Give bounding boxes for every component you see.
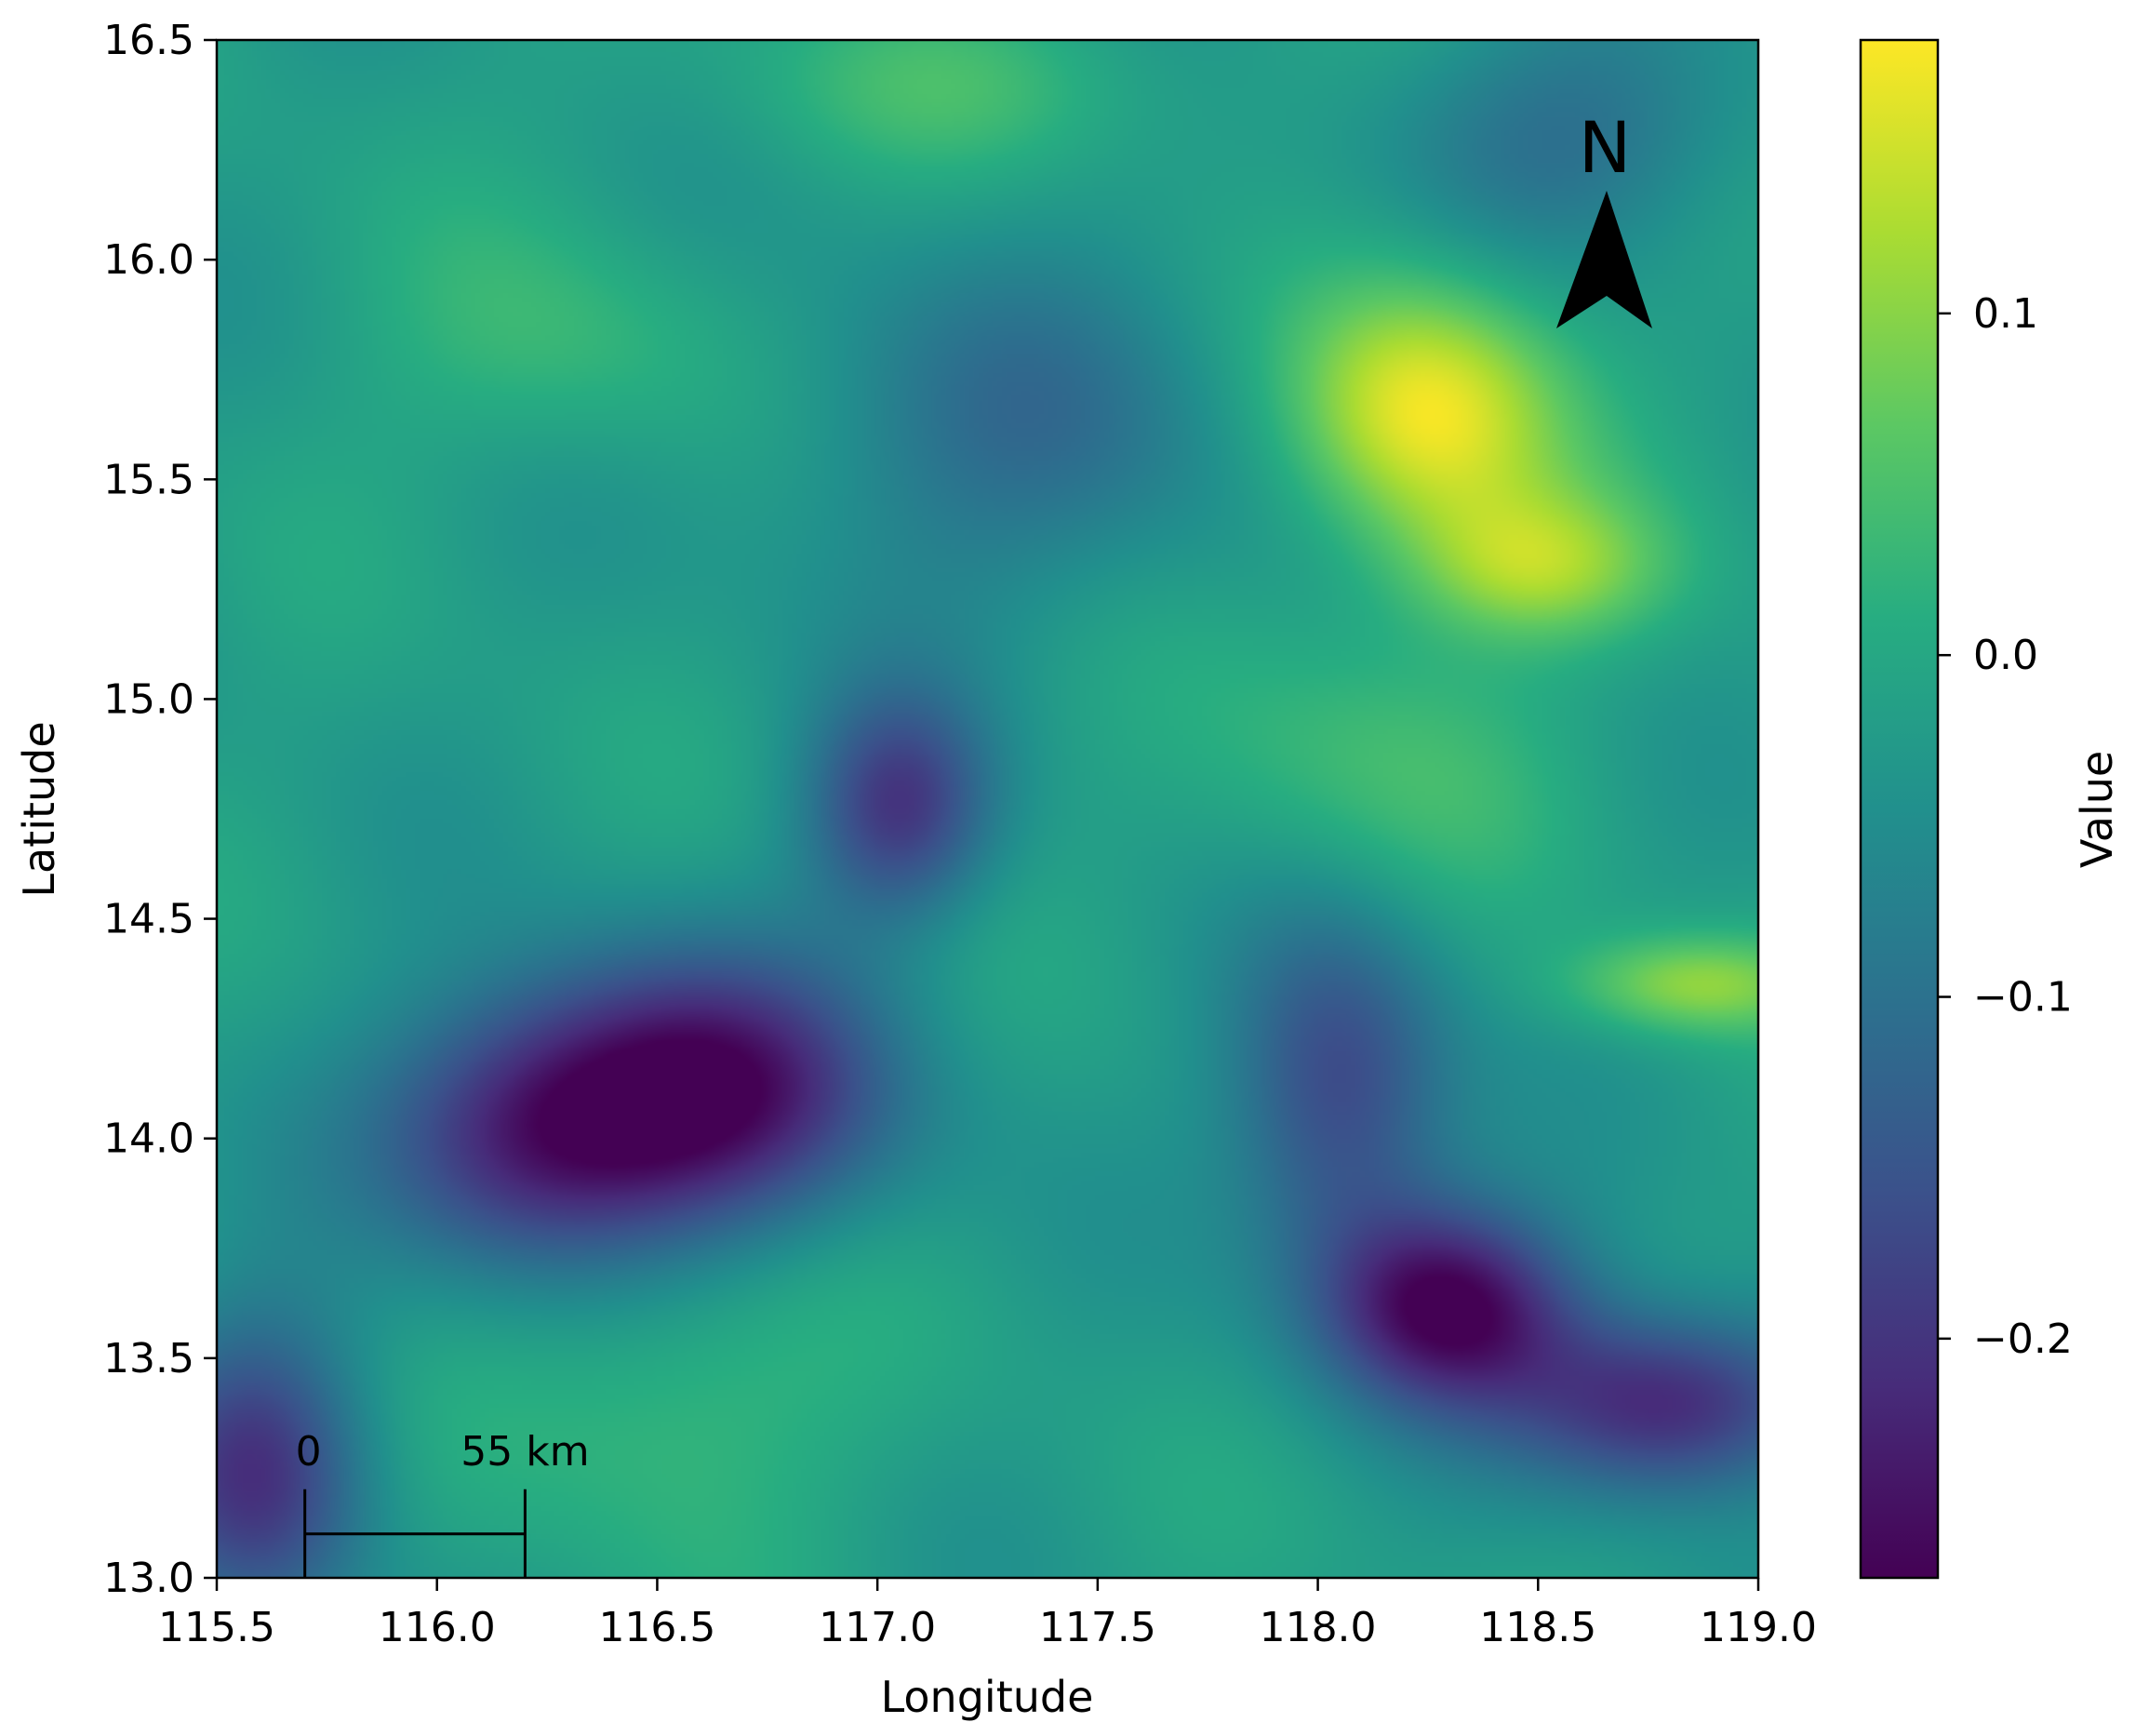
y-axis: 13.0 13.5 14.0 14.5 15.0 15.5 16.0 16.5 <box>103 17 217 1602</box>
colorbar: 0.1 0.0 −0.1 −0.2 Value <box>1859 38 2122 1580</box>
heatmap-area <box>215 38 1760 1580</box>
x-tick-label: 118.0 <box>1260 1604 1377 1651</box>
x-tick-label: 119.0 <box>1700 1604 1817 1651</box>
north-arrow: N <box>1556 106 1652 328</box>
colorbar-tick-label: 0.0 <box>1973 632 2038 679</box>
y-tick-label: 16.5 <box>103 17 194 64</box>
heatmap-canvas <box>217 40 1758 1578</box>
scale-bar-start-label: 0 <box>296 1428 322 1476</box>
y-axis-label: Latitude <box>14 721 64 897</box>
x-tick-label: 117.0 <box>819 1604 936 1651</box>
x-tick-label: 115.5 <box>158 1604 275 1651</box>
colorbar-label: Value <box>2072 751 2122 868</box>
colorbar-tick-label: −0.2 <box>1973 1315 2073 1363</box>
y-tick-label: 14.0 <box>103 1115 194 1163</box>
y-tick-label: 15.0 <box>103 675 194 723</box>
y-tick-label: 14.5 <box>103 896 194 943</box>
y-tick-label: 13.0 <box>103 1555 194 1602</box>
y-tick-label: 13.5 <box>103 1335 194 1382</box>
colorbar-ticks: 0.1 0.0 −0.1 −0.2 <box>1938 290 2073 1363</box>
y-tick-label: 15.5 <box>103 456 194 503</box>
plot-frame <box>215 38 1760 1580</box>
x-tick-label: 116.0 <box>379 1604 496 1651</box>
colorbar-tick-label: −0.1 <box>1973 974 2073 1022</box>
colorbar-frame <box>1859 38 1940 1580</box>
x-tick-label: 116.5 <box>598 1604 715 1651</box>
x-tick-label: 118.5 <box>1479 1604 1596 1651</box>
scale-bar-end-label: 55 km <box>460 1428 589 1476</box>
y-tick-label: 16.0 <box>103 236 194 284</box>
north-arrow-icon <box>1556 191 1652 328</box>
north-arrow-label: N <box>1579 106 1632 189</box>
scale-bar: 0 55 km <box>296 1428 590 1579</box>
x-axis-label: Longitude <box>881 1672 1094 1722</box>
x-tick-label: 117.5 <box>1039 1604 1156 1651</box>
colorbar-tick-label: 0.1 <box>1973 290 2038 338</box>
x-axis: 115.5 116.0 116.5 117.0 117.5 118.0 118.5 119.0 <box>158 1578 1817 1651</box>
colorbar-fill <box>1861 40 1938 1578</box>
